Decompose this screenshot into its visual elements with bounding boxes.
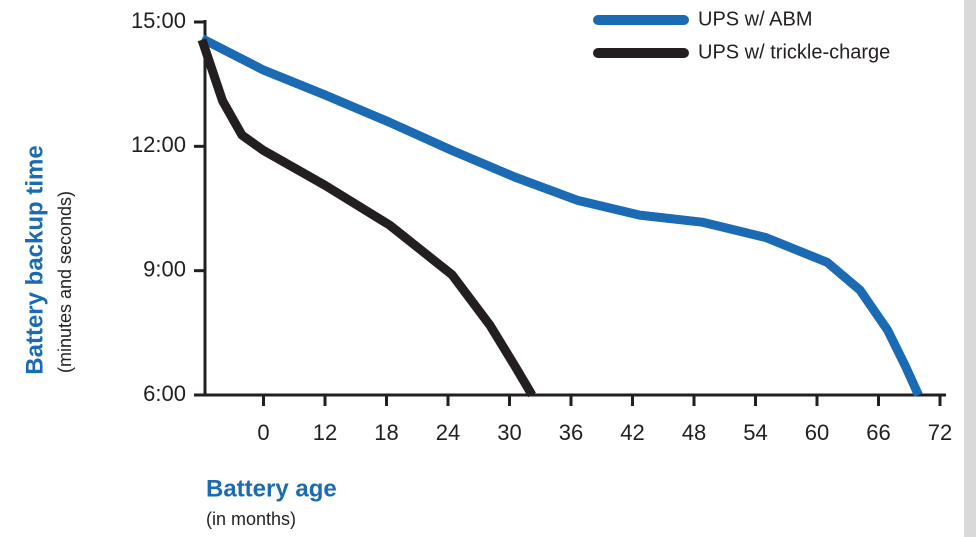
legend-label: UPS w/ trickle-charge: [698, 41, 890, 63]
x-tick-label: 12: [313, 420, 337, 445]
x-axis-subtitle: (in months): [206, 509, 296, 529]
x-tick-label: 60: [805, 420, 829, 445]
y-tick-label: 6:00: [143, 381, 186, 406]
series-line: [197, 38, 536, 398]
x-tick-label: 18: [374, 420, 398, 445]
x-tick-label: 72: [928, 420, 952, 445]
x-tick-label: 30: [497, 420, 521, 445]
y-axis-title: Battery backup time: [21, 145, 48, 374]
x-tick-label: 42: [620, 420, 644, 445]
y-tick-label: 12:00: [131, 132, 186, 157]
y-tick-label: 9:00: [143, 256, 186, 281]
y-axis-subtitle: (minutes and seconds): [55, 191, 75, 373]
x-tick-label: 48: [682, 420, 706, 445]
series-line: [199, 34, 923, 397]
side-strip: [964, 0, 976, 537]
x-tick-label: 0: [257, 420, 269, 445]
legend-label: UPS w/ ABM: [698, 8, 812, 30]
x-tick-label: 24: [436, 420, 460, 445]
x-tick-label: 36: [559, 420, 583, 445]
y-tick-label: 15:00: [131, 8, 186, 33]
x-tick-label: 66: [866, 420, 890, 445]
x-tick-label: 54: [743, 420, 767, 445]
x-axis-title: Battery age: [206, 475, 337, 502]
